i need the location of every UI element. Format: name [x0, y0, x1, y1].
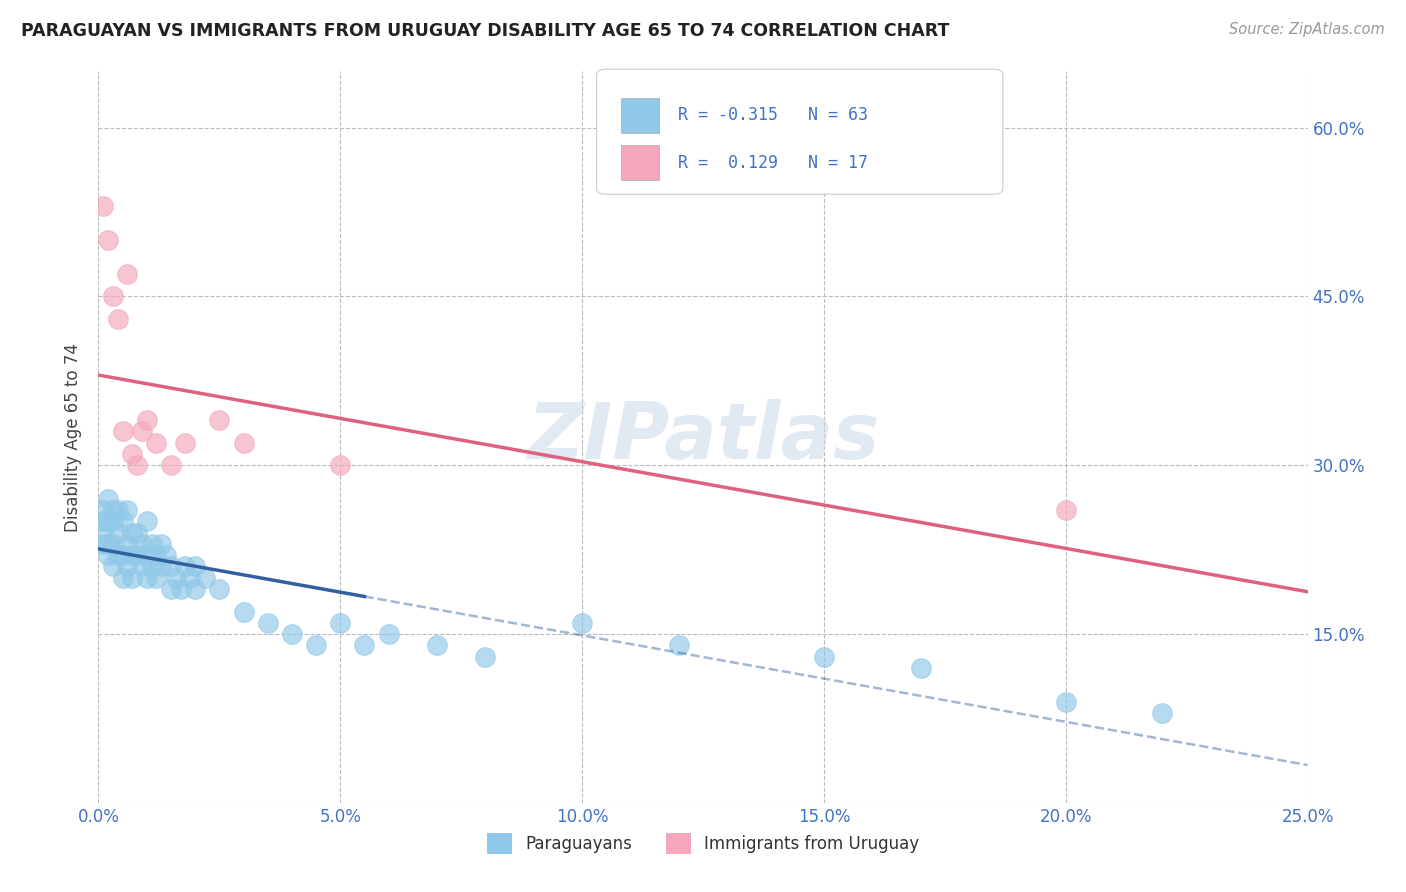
- Point: [107, 525, 129, 540]
- Point: [377, 627, 399, 641]
- Point: [155, 548, 177, 562]
- Point: [127, 525, 149, 540]
- Text: PARAGUAYAN VS IMMIGRANTS FROM URUGUAY DISABILITY AGE 65 TO 74 CORRELATION CHART: PARAGUAYAN VS IMMIGRANTS FROM URUGUAY DI…: [21, 22, 949, 40]
- Point: [97, 233, 120, 247]
- Point: [91, 537, 114, 551]
- Point: [101, 515, 124, 529]
- Point: [1054, 503, 1077, 517]
- Point: [353, 638, 375, 652]
- Legend: Paraguayans, Immigrants from Uruguay: Paraguayans, Immigrants from Uruguay: [481, 827, 925, 860]
- Point: [111, 425, 134, 439]
- Point: [426, 638, 449, 652]
- Point: [135, 548, 157, 562]
- FancyBboxPatch shape: [596, 70, 1002, 194]
- Point: [141, 559, 163, 574]
- Text: Source: ZipAtlas.com: Source: ZipAtlas.com: [1229, 22, 1385, 37]
- Point: [145, 435, 167, 450]
- Point: [111, 571, 134, 585]
- Point: [131, 559, 153, 574]
- Point: [131, 537, 153, 551]
- Point: [1054, 694, 1077, 708]
- Point: [910, 661, 932, 675]
- Point: [101, 537, 124, 551]
- Point: [474, 649, 496, 664]
- Point: [179, 571, 201, 585]
- Point: [174, 559, 197, 574]
- Point: [668, 638, 690, 652]
- Point: [107, 503, 129, 517]
- Point: [91, 199, 114, 213]
- Point: [194, 571, 217, 585]
- Point: [91, 525, 114, 540]
- Point: [184, 582, 207, 596]
- Point: [145, 548, 167, 562]
- Point: [232, 435, 254, 450]
- Point: [169, 582, 191, 596]
- Point: [101, 503, 124, 517]
- Point: [121, 571, 143, 585]
- Point: [329, 458, 352, 473]
- Point: [174, 435, 197, 450]
- Point: [232, 605, 254, 619]
- Point: [145, 571, 167, 585]
- Point: [135, 413, 157, 427]
- Point: [135, 515, 157, 529]
- Point: [101, 559, 124, 574]
- Point: [571, 615, 593, 630]
- Point: [208, 413, 231, 427]
- Point: [117, 267, 139, 281]
- Point: [121, 525, 143, 540]
- Point: [97, 548, 120, 562]
- Point: [329, 615, 352, 630]
- Point: [91, 515, 114, 529]
- Point: [305, 638, 328, 652]
- Point: [107, 548, 129, 562]
- Point: [256, 615, 278, 630]
- Point: [160, 582, 183, 596]
- Point: [111, 548, 134, 562]
- Point: [281, 627, 304, 641]
- Point: [97, 537, 120, 551]
- Point: [121, 548, 143, 562]
- Point: [184, 559, 207, 574]
- Y-axis label: Disability Age 65 to 74: Disability Age 65 to 74: [65, 343, 83, 532]
- Point: [131, 425, 153, 439]
- Point: [97, 491, 120, 506]
- Text: R = -0.315   N = 63: R = -0.315 N = 63: [678, 106, 868, 124]
- FancyBboxPatch shape: [621, 145, 659, 180]
- Point: [141, 537, 163, 551]
- Point: [117, 503, 139, 517]
- Point: [127, 548, 149, 562]
- Point: [135, 571, 157, 585]
- Point: [121, 447, 143, 461]
- Text: ZIPatlas: ZIPatlas: [527, 399, 879, 475]
- Point: [91, 503, 114, 517]
- Point: [160, 559, 183, 574]
- Point: [160, 458, 183, 473]
- FancyBboxPatch shape: [621, 98, 659, 133]
- Point: [111, 515, 134, 529]
- Point: [97, 515, 120, 529]
- Point: [165, 571, 187, 585]
- Point: [127, 458, 149, 473]
- Point: [1152, 706, 1174, 720]
- Point: [107, 312, 129, 326]
- Point: [208, 582, 231, 596]
- Point: [117, 559, 139, 574]
- Point: [150, 559, 173, 574]
- Point: [117, 537, 139, 551]
- Point: [101, 289, 124, 303]
- Point: [813, 649, 835, 664]
- Text: R =  0.129   N = 17: R = 0.129 N = 17: [678, 153, 868, 172]
- Point: [150, 537, 173, 551]
